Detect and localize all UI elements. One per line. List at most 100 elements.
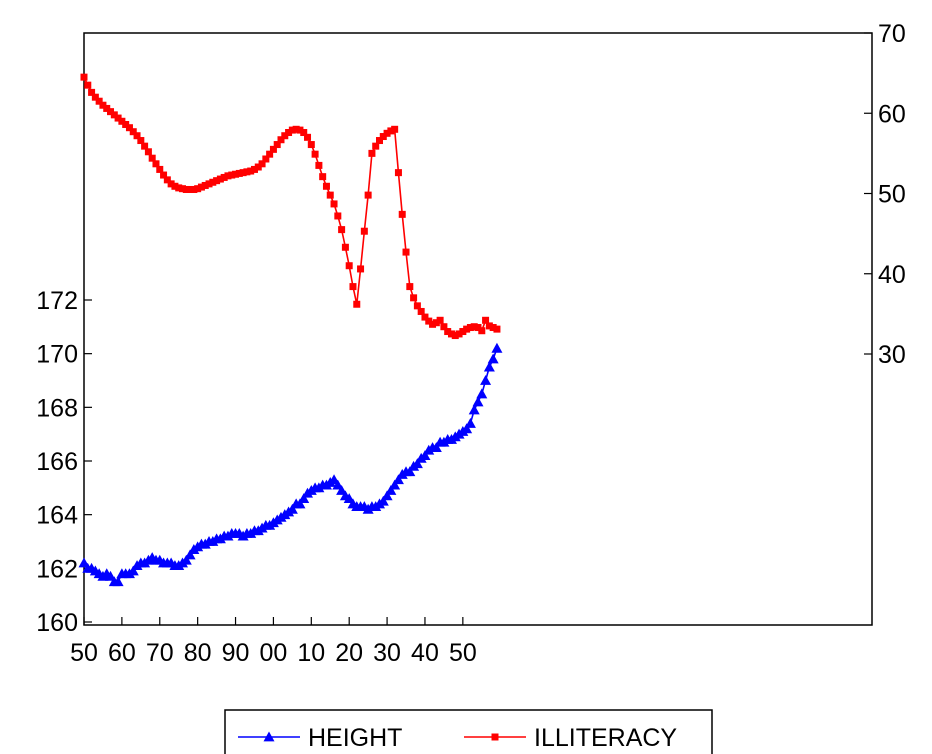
left-axis-tick-label: 170 bbox=[36, 341, 78, 369]
data-point-illiteracy bbox=[141, 142, 149, 150]
x-axis-tick-label: 50 bbox=[449, 639, 477, 667]
data-point-height bbox=[385, 485, 397, 495]
data-point-height bbox=[294, 498, 306, 509]
data-point-illiteracy bbox=[110, 111, 118, 119]
right-axis: 30 40 50 60 70 bbox=[864, 20, 906, 369]
data-point-illiteracy bbox=[387, 127, 395, 135]
left-axis-tick-label: 172 bbox=[36, 287, 78, 315]
data-point-illiteracy bbox=[353, 300, 361, 308]
data-point-illiteracy bbox=[292, 125, 300, 133]
data-point-illiteracy bbox=[398, 210, 406, 218]
x-axis-tick-label: 10 bbox=[297, 639, 325, 667]
data-point-illiteracy bbox=[459, 328, 467, 336]
left-axis-tick-label: 160 bbox=[36, 609, 78, 637]
data-point-illiteracy bbox=[482, 316, 490, 324]
x-axis-tick-label: 60 bbox=[108, 639, 136, 667]
x-axis-tick-label: 20 bbox=[335, 639, 363, 667]
data-point-illiteracy bbox=[466, 324, 474, 332]
data-point-illiteracy bbox=[341, 243, 349, 251]
data-point-illiteracy bbox=[224, 172, 232, 180]
data-point-height bbox=[286, 503, 298, 514]
data-point-illiteracy bbox=[470, 323, 478, 331]
data-point-illiteracy bbox=[194, 185, 202, 193]
data-point-illiteracy bbox=[478, 327, 486, 335]
x-axis: 50 60 70 80 90 00 10 20 30 40 50 bbox=[70, 617, 477, 667]
data-point-illiteracy bbox=[148, 154, 156, 162]
data-point-height bbox=[480, 375, 492, 385]
data-point-illiteracy bbox=[250, 165, 258, 173]
data-point-illiteracy bbox=[432, 319, 440, 327]
data-point-illiteracy bbox=[447, 330, 455, 338]
data-point-height bbox=[461, 423, 473, 434]
data-point-illiteracy bbox=[383, 129, 391, 137]
data-point-illiteracy bbox=[197, 183, 205, 191]
x-axis-tick-label: 70 bbox=[146, 639, 174, 667]
data-point-illiteracy bbox=[182, 185, 190, 193]
data-point-height bbox=[389, 479, 401, 490]
data-point-illiteracy bbox=[349, 283, 357, 291]
data-point-height bbox=[381, 490, 393, 501]
data-point-illiteracy bbox=[489, 324, 497, 332]
data-point-height bbox=[184, 549, 196, 560]
left-axis-tick-label: 164 bbox=[36, 502, 78, 530]
data-point-illiteracy bbox=[372, 142, 380, 150]
data-point-illiteracy bbox=[413, 302, 421, 310]
right-axis-tick-label: 50 bbox=[878, 181, 906, 209]
left-axis: 160 162 164 166 168 170 172 bbox=[36, 287, 92, 637]
legend-swatch-marker bbox=[491, 733, 499, 741]
data-point-height bbox=[491, 342, 503, 353]
data-point-illiteracy bbox=[152, 160, 160, 168]
data-point-height bbox=[476, 388, 488, 399]
data-point-illiteracy bbox=[451, 332, 459, 340]
data-point-illiteracy bbox=[254, 163, 262, 171]
series-height bbox=[78, 342, 503, 587]
data-point-illiteracy bbox=[213, 177, 221, 185]
data-point-illiteracy bbox=[95, 97, 103, 105]
data-point-illiteracy bbox=[167, 180, 175, 188]
data-point-illiteracy bbox=[425, 317, 433, 325]
data-point-height bbox=[112, 576, 124, 587]
data-point-illiteracy bbox=[379, 133, 387, 141]
data-point-illiteracy bbox=[209, 178, 217, 186]
data-point-height bbox=[419, 450, 431, 461]
data-point-illiteracy bbox=[304, 133, 312, 141]
data-point-illiteracy bbox=[285, 129, 293, 137]
data-point-height bbox=[392, 474, 404, 485]
data-point-illiteracy bbox=[394, 169, 402, 177]
data-point-illiteracy bbox=[485, 322, 493, 330]
x-axis-tick-label: 30 bbox=[373, 639, 401, 667]
data-point-illiteracy bbox=[463, 325, 471, 333]
legend: HEIGHT ILLITERACY bbox=[224, 709, 713, 754]
data-point-illiteracy bbox=[493, 325, 501, 333]
data-point-height bbox=[483, 361, 495, 372]
data-point-illiteracy bbox=[179, 185, 186, 193]
right-axis-tick-label: 30 bbox=[878, 341, 906, 369]
data-point-illiteracy bbox=[88, 88, 96, 96]
data-point-illiteracy bbox=[122, 120, 130, 128]
data-point-illiteracy bbox=[144, 148, 152, 156]
data-point-illiteracy bbox=[360, 227, 368, 235]
data-point-height bbox=[464, 417, 476, 428]
data-point-illiteracy bbox=[232, 170, 240, 178]
series-layer bbox=[78, 73, 503, 587]
left-axis-tick-label: 168 bbox=[36, 394, 78, 422]
data-point-illiteracy bbox=[190, 185, 198, 193]
data-point-illiteracy bbox=[440, 323, 448, 331]
left-axis-tick-label: 166 bbox=[36, 448, 78, 476]
x-axis-tick-label: 80 bbox=[184, 639, 212, 667]
left-axis-tick-label: 162 bbox=[36, 555, 78, 583]
data-point-illiteracy bbox=[288, 126, 296, 134]
data-point-illiteracy bbox=[319, 173, 327, 181]
data-point-illiteracy bbox=[421, 313, 429, 321]
right-axis-tick-label: 70 bbox=[878, 20, 906, 48]
data-point-illiteracy bbox=[118, 117, 126, 125]
data-point-illiteracy bbox=[266, 150, 274, 158]
data-point-illiteracy bbox=[216, 175, 224, 183]
data-point-illiteracy bbox=[171, 182, 179, 190]
data-point-illiteracy bbox=[258, 160, 266, 168]
data-point-illiteracy bbox=[326, 191, 334, 199]
x-axis-tick-label: 40 bbox=[411, 639, 439, 667]
data-point-illiteracy bbox=[273, 141, 281, 149]
data-point-illiteracy bbox=[84, 81, 92, 89]
